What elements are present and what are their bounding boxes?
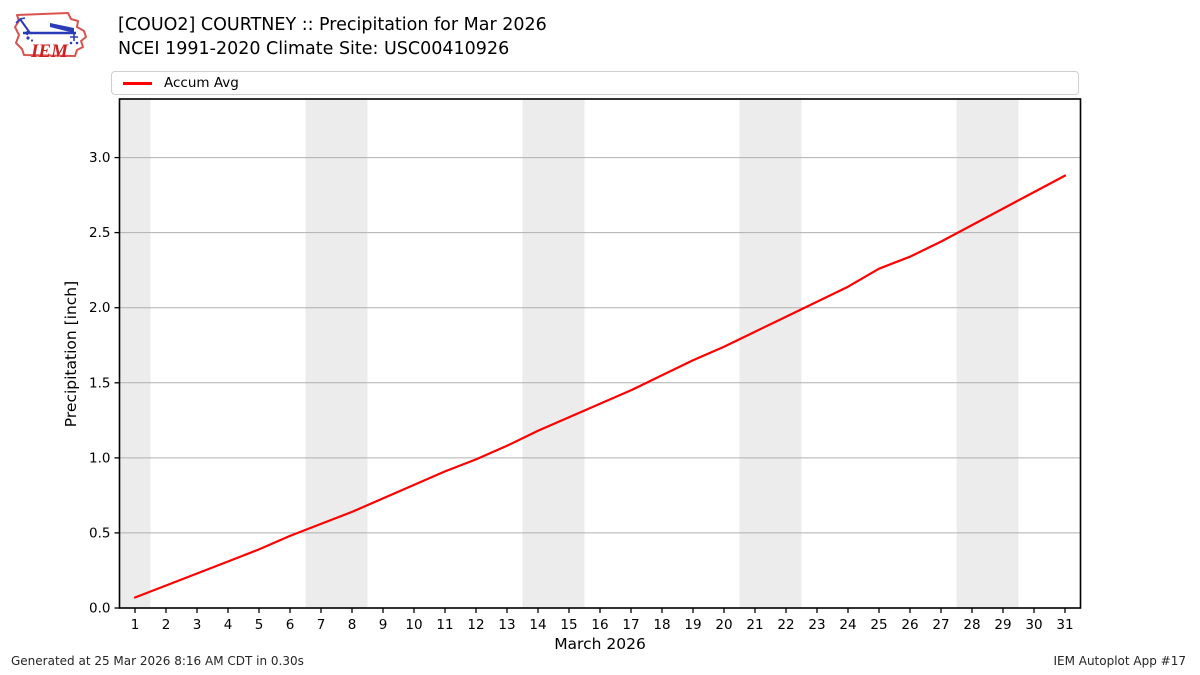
iem-logo: IEM [14, 12, 87, 62]
x-tick-label: 13 [498, 617, 515, 633]
x-tick-label: 25 [870, 617, 887, 633]
weekend-band [739, 99, 802, 608]
x-tick-label: 6 [286, 617, 295, 633]
x-tick-label: 21 [746, 617, 763, 633]
x-tick-label: 17 [622, 617, 639, 633]
x-tick-label: 20 [715, 617, 732, 633]
x-tick-label: 10 [405, 617, 422, 633]
y-axis-label: Precipitation [inch] [62, 281, 80, 427]
weekend-band [522, 99, 585, 608]
x-tick-label: 19 [684, 617, 701, 633]
x-tick-label: 29 [994, 617, 1011, 633]
x-tick-label: 22 [777, 617, 794, 633]
accum-avg-line [133, 174, 1067, 599]
weekend-band [119, 99, 151, 608]
legend: Accum Avg [111, 71, 1079, 95]
x-tick-label: 30 [1025, 617, 1042, 633]
iem-logo-text: IEM [30, 41, 69, 62]
x-tick-label: 7 [317, 617, 326, 633]
x-tick-label: 16 [591, 617, 608, 633]
x-tick-label: 9 [379, 617, 388, 633]
iowa-outline [14, 12, 87, 57]
app-credit-text: IEM Autoplot App #17 [1053, 654, 1186, 668]
y-tick-label: 1.5 [89, 375, 110, 391]
plot-border [118, 98, 1082, 609]
y-tick-label: 1.0 [89, 450, 110, 466]
x-tick-label: 18 [653, 617, 670, 633]
x-tick-label: 3 [193, 617, 202, 633]
x-tick-label: 4 [224, 617, 233, 633]
page-subtitle: NCEI 1991-2020 Climate Site: USC00410926 [118, 39, 510, 59]
x-tick-label: 14 [529, 617, 546, 633]
x-tick-label: 11 [436, 617, 453, 633]
weekend-band [305, 99, 368, 608]
x-tick-label: 24 [839, 617, 856, 633]
y-tick-label: 3.0 [89, 150, 110, 166]
x-tick-label: 12 [467, 617, 484, 633]
chart-titles: [COUO2] COURTNEY :: Precipitation for Ma… [118, 13, 547, 61]
x-tick-label: 5 [255, 617, 264, 633]
x-tick-label: 31 [1056, 617, 1073, 633]
x-tick-label: 23 [808, 617, 825, 633]
y-tick-label: 0.0 [89, 601, 110, 617]
y-tick-label: 2.0 [89, 300, 110, 316]
legend-line-swatch [123, 81, 152, 85]
x-tick-label: 1 [131, 617, 140, 633]
x-tick-label: 8 [348, 617, 357, 633]
generated-at-text: Generated at 25 Mar 2026 8:16 AM CDT in … [11, 654, 304, 668]
x-tick-label: 26 [901, 617, 918, 633]
y-tick-label: 0.5 [89, 525, 110, 541]
weather-vane-icon [15, 17, 79, 45]
legend-item-label: Accum Avg [164, 75, 239, 91]
y-tick-label: 2.5 [89, 225, 110, 241]
x-axis-label: March 2026 [554, 635, 646, 653]
weekend-band [956, 99, 1019, 608]
x-tick-label: 27 [932, 617, 949, 633]
x-tick-label: 15 [560, 617, 577, 633]
x-tick-label: 28 [963, 617, 980, 633]
x-tick-label: 2 [162, 617, 171, 633]
page-title: [COUO2] COURTNEY :: Precipitation for Ma… [118, 15, 547, 35]
